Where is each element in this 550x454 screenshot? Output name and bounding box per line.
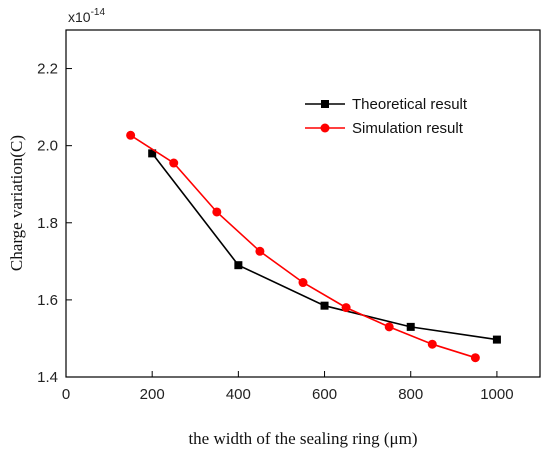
x-tick-label: 0 [62,386,70,403]
legend: Theoretical result Simulation result [305,96,468,137]
series-line-theoretical [151,152,498,341]
y-axis-title: Charge variation(C) [7,135,26,271]
x-tick-label: 200 [140,386,165,403]
data-point-theoretical [234,261,243,270]
legend-marker-theoretical [321,100,329,108]
data-point-simulation [384,322,394,332]
data-point-simulation [298,278,308,288]
x-tick-label: 800 [398,386,423,403]
x-tick-label: 1000 [480,386,513,403]
data-point-theoretical [320,301,329,310]
data-point-theoretical [148,149,157,158]
y-tick-label: 1.4 [37,369,58,386]
legend-label-theoretical: Theoretical result [352,96,468,113]
y-tick-label: 1.8 [37,215,58,232]
data-point-simulation [126,130,136,140]
x-axis-ticks: 0 200 400 600 800 1000 [62,371,514,403]
x-axis-title: the width of the sealing ring (μm) [188,429,417,448]
y-axis-multiplier: x10-14 [68,7,105,25]
x-tick-label: 400 [226,386,251,403]
data-point-simulation [169,158,179,168]
y-tick-label: 2.2 [37,61,58,78]
series-layer [126,130,501,363]
data-point-theoretical [406,322,415,331]
data-point-simulation [212,207,222,217]
legend-marker-simulation [320,123,330,133]
legend-label-simulation: Simulation result [352,120,464,137]
y-tick-label: 1.6 [37,292,58,309]
plot-frame [65,29,541,378]
data-point-simulation [470,353,480,363]
data-point-simulation [255,246,265,256]
series-line-simulation [130,134,476,359]
data-point-simulation [341,303,351,313]
y-axis-ticks: 1.4 1.6 1.8 2.0 2.2 [37,61,72,386]
data-point-theoretical [492,335,501,344]
data-point-simulation [427,339,437,349]
x-tick-label: 600 [312,386,337,403]
y-tick-label: 2.0 [37,138,58,155]
